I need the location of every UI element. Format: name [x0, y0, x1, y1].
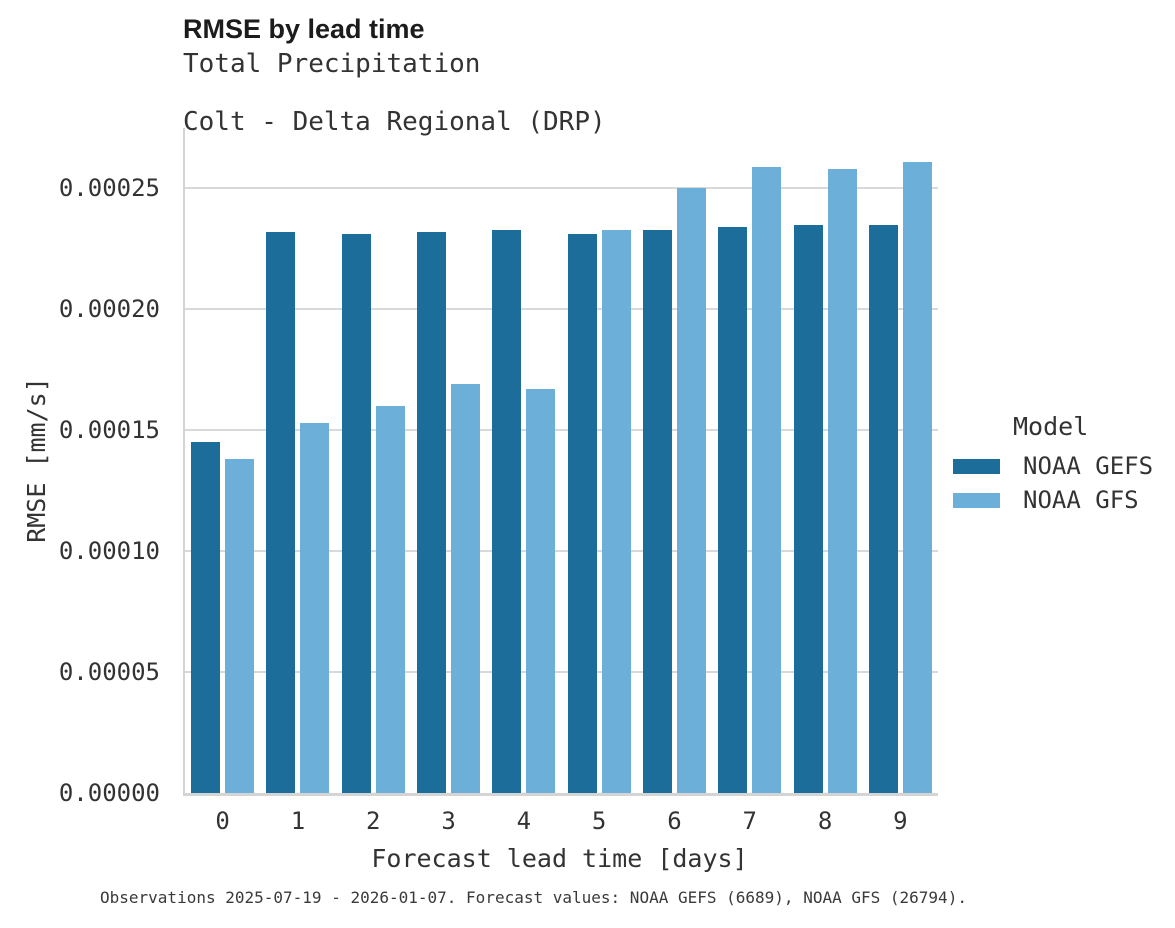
bar-noaa-gefs-lead-8 — [793, 224, 823, 793]
y-tick-label: 0.00005 — [58, 658, 160, 687]
bar-noaa-gefs-lead-2 — [341, 234, 371, 793]
x-tick-label: 3 — [441, 807, 456, 835]
gridline — [185, 187, 938, 190]
legend-swatch-icon — [953, 458, 1000, 474]
x-tick-label: 0 — [215, 807, 230, 835]
x-tick-label: 9 — [893, 807, 908, 835]
bar-noaa-gfs-lead-5 — [601, 229, 631, 793]
bar-noaa-gfs-lead-8 — [827, 169, 857, 793]
bar-noaa-gefs-lead-0 — [191, 442, 221, 793]
bar-noaa-gefs-lead-9 — [868, 224, 898, 793]
bar-noaa-gefs-lead-4 — [492, 229, 522, 793]
bar-noaa-gfs-lead-4 — [526, 389, 556, 793]
chart-title: RMSE by lead time — [183, 14, 425, 44]
caption-text: Observations 2025-07-19 - 2026-01-07. Fo… — [100, 888, 967, 907]
bar-noaa-gfs-lead-2 — [375, 406, 405, 793]
y-axis-title: RMSE [mm/s] — [22, 377, 51, 543]
bar-noaa-gfs-lead-9 — [902, 161, 932, 793]
bar-noaa-gefs-lead-6 — [642, 229, 672, 793]
x-tick-label: 1 — [290, 807, 306, 835]
subtitle-line-1: Total Precipitation — [183, 49, 481, 79]
x-tick-label: 4 — [516, 807, 532, 835]
bar-noaa-gfs-lead-6 — [676, 188, 706, 793]
x-tick-label: 8 — [817, 807, 833, 835]
x-tick-label: 2 — [366, 807, 381, 835]
y-tick-label: 0.00020 — [58, 295, 160, 324]
x-axis-title: Forecast lead time [days] — [371, 844, 748, 873]
bar-noaa-gefs-lead-3 — [417, 231, 447, 793]
bar-noaa-gfs-lead-7 — [752, 166, 782, 793]
gridline — [185, 671, 938, 674]
legend-label: NOAA GEFS — [1023, 452, 1154, 480]
gridline — [185, 308, 938, 311]
bar-noaa-gfs-lead-0 — [225, 459, 255, 793]
bar-noaa-gfs-lead-3 — [451, 384, 481, 793]
plot-area: 0.00000 0.00005 0.00010 0.00015 0.00020 0.000… — [59, 128, 938, 835]
x-tick-label: 7 — [742, 807, 757, 835]
bar-noaa-gfs-lead-1 — [300, 423, 330, 793]
gridline — [185, 429, 938, 432]
legend-entry-noaa-gefs: NOAA GEFS — [953, 452, 1153, 480]
bar-noaa-gefs-lead-1 — [266, 231, 296, 793]
legend-swatch-icon — [953, 492, 1000, 508]
bar-noaa-gefs-lead-5 — [567, 234, 597, 793]
x-tick-label: 6 — [667, 807, 682, 835]
y-tick-label: 0.00015 — [58, 416, 160, 445]
y-tick-label: 0.00025 — [58, 174, 160, 203]
y-tick-label: 0.00000 — [58, 779, 160, 807]
gridline — [185, 550, 938, 553]
subtitle-line-2: Colt - Delta Regional (DRP) — [183, 107, 606, 137]
legend-label: NOAA GFS — [1023, 486, 1139, 514]
legend-entry-noaa-gfs: NOAA GFS — [953, 486, 1139, 514]
chart-subtitle: Total Precipitation Colt - Delta Regiona… — [183, 50, 606, 137]
x-tick-label: 5 — [591, 807, 607, 835]
bar-noaa-gefs-lead-7 — [718, 227, 748, 793]
legend-title: Model — [1013, 412, 1089, 441]
y-tick-label: 0.00010 — [58, 537, 160, 566]
